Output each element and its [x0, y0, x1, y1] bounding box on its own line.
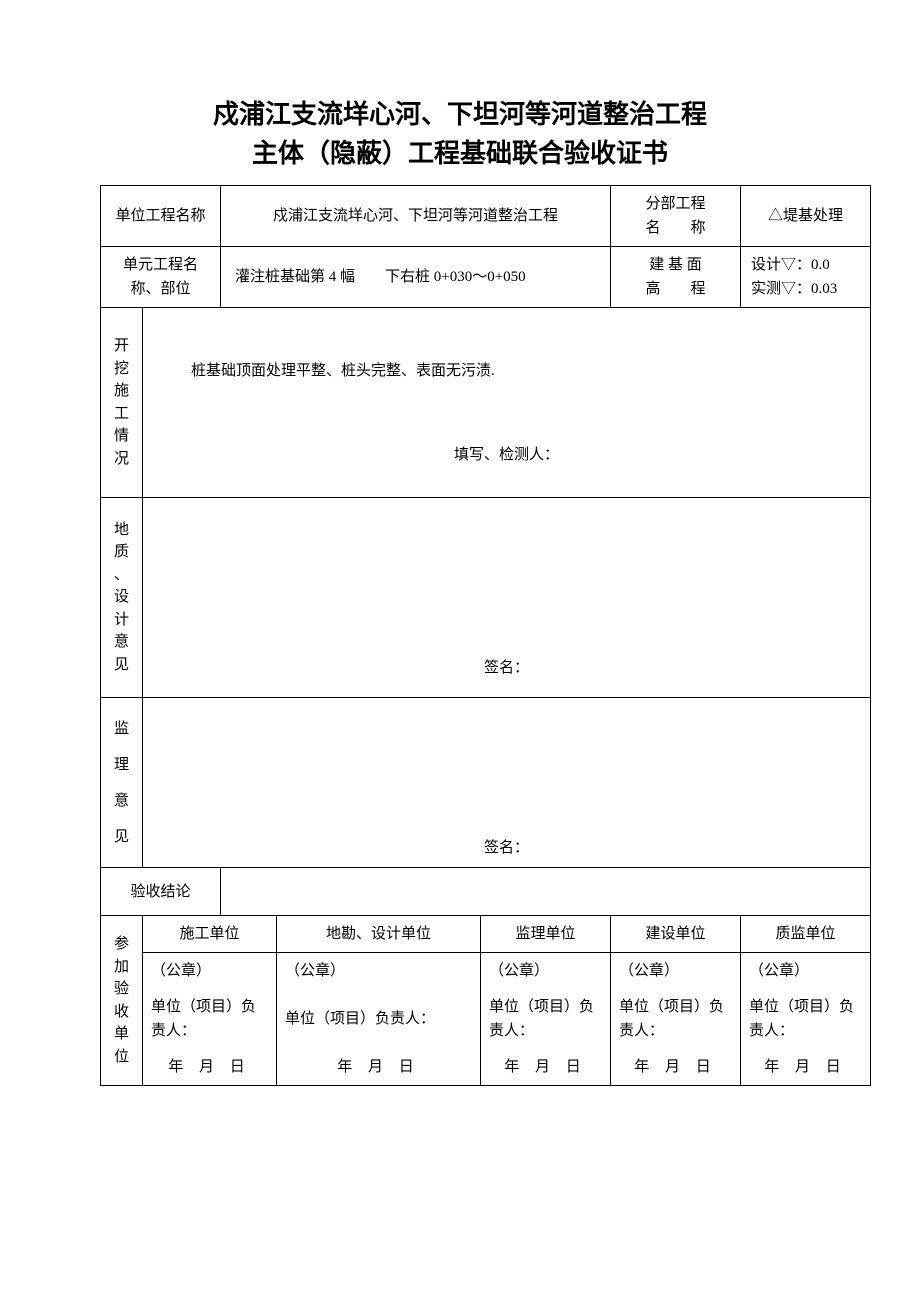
seal-1: （公章）	[143, 953, 277, 990]
date-5: 年 月 日	[741, 1049, 871, 1086]
date-1: 年 月 日	[143, 1049, 277, 1086]
label-subsection-name: 分部工程 名 称	[611, 186, 741, 247]
signer-supervision: 签名：	[151, 816, 862, 860]
unit-headers-row: 参加验收单位 施工单位 地勘、设计单位 监理单位 建设单位 质监单位	[101, 916, 871, 953]
document-title: 戍浦江支流垟心河、下坦河等河道整治工程 主体（隐蔽）工程基础联合验收证书	[100, 95, 820, 173]
resp-3: 单位（项目）负责人：	[481, 989, 611, 1049]
date-4: 年 月 日	[611, 1049, 741, 1086]
section-supervision: 监理意见 签名：	[101, 698, 871, 868]
date-3: 年 月 日	[481, 1049, 611, 1086]
date-row: 年 月 日 年 月 日 年 月 日 年 月 日 年 月 日	[101, 1049, 871, 1086]
col-supervision: 监理单位	[481, 916, 611, 953]
section-conclusion: 验收结论	[101, 868, 871, 916]
label-unit-project-name: 单位工程名称	[101, 186, 221, 247]
seal-row: （公章） （公章） （公章） （公章） （公章）	[101, 953, 871, 990]
resp-2: 单位（项目）负责人：	[277, 989, 481, 1049]
value-unit-project-name: 戍浦江支流垟心河、下坦河等河道整治工程	[221, 186, 611, 247]
content-geology: 签名：	[143, 498, 871, 698]
value-unit-element: 灌注桩基础第 4 幅 下右桩 0+030～0+050	[221, 247, 611, 308]
label-supervision: 监理意见	[101, 698, 143, 868]
label-foundation-elevation: 建 基 面 高 程	[611, 247, 741, 308]
label-conclusion: 验收结论	[101, 868, 221, 916]
col-construction: 施工单位	[143, 916, 277, 953]
label-excavation: 开挖施工情况	[101, 308, 143, 498]
title-line-2: 主体（隐蔽）工程基础联合验收证书	[100, 134, 820, 173]
label-participating-units: 参加验收单位	[101, 916, 143, 1086]
seal-5: （公章）	[741, 953, 871, 990]
col-construction-owner: 建设单位	[611, 916, 741, 953]
signer-excavation: 填写、检测人：	[151, 423, 862, 467]
content-excavation: 桩基础顶面处理平整、桩头完整、表面无污渍. 填写、检测人：	[143, 308, 871, 498]
resp-5: 单位（项目）负责人：	[741, 989, 871, 1049]
responsible-row: 单位（项目）负责人： 单位（项目）负责人： 单位（项目）负责人： 单位（项目）负…	[101, 989, 871, 1049]
section-excavation: 开挖施工情况 桩基础顶面处理平整、桩头完整、表面无污渍. 填写、检测人：	[101, 308, 871, 498]
seal-3: （公章）	[481, 953, 611, 990]
header-row-2: 单元工程名称、部位 灌注桩基础第 4 幅 下右桩 0+030～0+050 建 基…	[101, 247, 871, 308]
seal-2: （公章）	[277, 953, 481, 990]
label-geology: 地质、设计意见	[101, 498, 143, 698]
resp-1: 单位（项目）负责人：	[143, 989, 277, 1049]
header-row-1: 单位工程名称 戍浦江支流垟心河、下坦河等河道整治工程 分部工程 名 称 △堤基处…	[101, 186, 871, 247]
value-conclusion	[221, 868, 871, 916]
resp-4: 单位（项目）负责人：	[611, 989, 741, 1049]
certificate-table: 单位工程名称 戍浦江支流垟心河、下坦河等河道整治工程 分部工程 名 称 △堤基处…	[100, 185, 871, 1086]
content-supervision: 签名：	[143, 698, 871, 868]
seal-4: （公章）	[611, 953, 741, 990]
title-line-1: 戍浦江支流垟心河、下坦河等河道整治工程	[100, 95, 820, 134]
signer-geology: 签名：	[151, 636, 862, 680]
label-unit-element: 单元工程名称、部位	[101, 247, 221, 308]
col-geosurvey: 地勘、设计单位	[277, 916, 481, 953]
value-foundation-elevation: 设计▽：0.0 实测▽：0.03	[741, 247, 871, 308]
section-geology: 地质、设计意见 签名：	[101, 498, 871, 698]
col-quality: 质监单位	[741, 916, 871, 953]
date-2: 年 月 日	[277, 1049, 481, 1086]
value-subsection-name: △堤基处理	[741, 186, 871, 247]
